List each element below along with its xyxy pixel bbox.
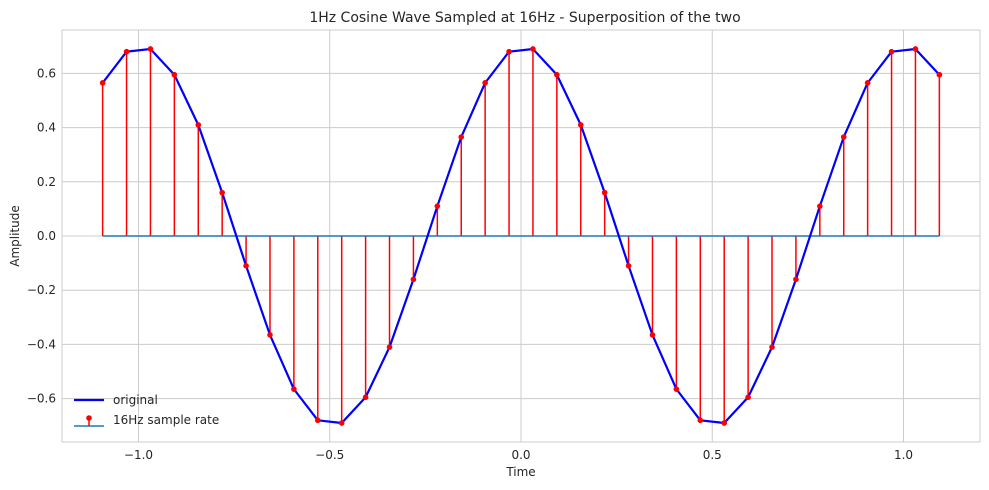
x-tick-label: −0.5 xyxy=(315,448,344,462)
stem-marker xyxy=(171,71,178,78)
x-tick-label: 0.5 xyxy=(703,448,722,462)
stem-marker xyxy=(673,386,680,392)
stem-markers xyxy=(99,46,943,426)
stem-marker xyxy=(267,332,273,338)
stem-marker xyxy=(840,134,847,140)
x-tick-label: 1.0 xyxy=(894,448,913,462)
y-tick-label: 0.4 xyxy=(37,121,56,135)
stem-marker xyxy=(769,344,775,350)
stem-marker xyxy=(554,71,560,78)
stem-marker xyxy=(219,189,225,196)
stem-marker xyxy=(243,263,249,269)
x-tick-label: 0.0 xyxy=(511,448,530,462)
legend-label-16hz-sample-rate: 16Hz sample rate xyxy=(113,413,219,427)
stem-marker xyxy=(864,80,871,86)
stem-marker xyxy=(721,420,728,426)
stem-marker xyxy=(530,46,536,52)
stem-marker xyxy=(482,80,488,86)
y-tick-label: 0.6 xyxy=(37,66,56,80)
y-tick-label: 0.0 xyxy=(37,229,56,243)
chart-title: 1Hz Cosine Wave Sampled at 16Hz - Superp… xyxy=(309,10,740,26)
stem-marker xyxy=(577,122,584,128)
stem-marker xyxy=(888,48,895,55)
stem-marker xyxy=(291,386,297,392)
y-tick-label: −0.4 xyxy=(27,337,56,351)
stem-marker xyxy=(912,46,919,52)
stem-marker xyxy=(458,134,465,140)
legend-label-original: original xyxy=(113,393,158,407)
stem-marker xyxy=(338,420,345,426)
stem-marker xyxy=(99,80,106,86)
stem-marker xyxy=(649,332,656,338)
stem-marker xyxy=(410,276,417,283)
stem-series xyxy=(101,48,941,424)
stem-marker xyxy=(434,203,441,209)
stem-marker xyxy=(817,203,823,209)
x-axis-ticks: −1.0 −0.5 0.0 0.5 1.0 xyxy=(124,448,913,462)
stem-marker xyxy=(147,46,154,52)
legend-swatch-stem-marker xyxy=(86,415,92,421)
x-tick-label: −1.0 xyxy=(124,448,153,462)
y-tick-label: −0.2 xyxy=(27,283,56,297)
stem-marker xyxy=(625,263,632,269)
stem-marker xyxy=(195,122,202,128)
stem-marker xyxy=(697,417,704,424)
stem-marker xyxy=(936,71,943,78)
stem-marker xyxy=(793,276,799,283)
plot-area-frame xyxy=(61,29,981,443)
y-tick-label: −0.6 xyxy=(27,392,56,406)
y-tick-label: 0.2 xyxy=(37,175,56,189)
stem-marker xyxy=(745,394,751,401)
stem-marker xyxy=(506,48,512,55)
legend: original 16Hz sample rate xyxy=(74,393,219,427)
y-axis-label: Amplitude xyxy=(8,205,22,267)
stem-marker xyxy=(314,417,321,424)
stem-marker xyxy=(386,344,393,350)
y-axis-ticks: −0.6 −0.4 −0.2 0.0 0.2 0.4 0.6 xyxy=(27,66,56,405)
series-original-line xyxy=(101,47,941,425)
x-axis-label: Time xyxy=(505,465,535,479)
stem-marker xyxy=(601,189,608,196)
stem-marker xyxy=(362,394,369,401)
stem-marker xyxy=(123,48,130,55)
